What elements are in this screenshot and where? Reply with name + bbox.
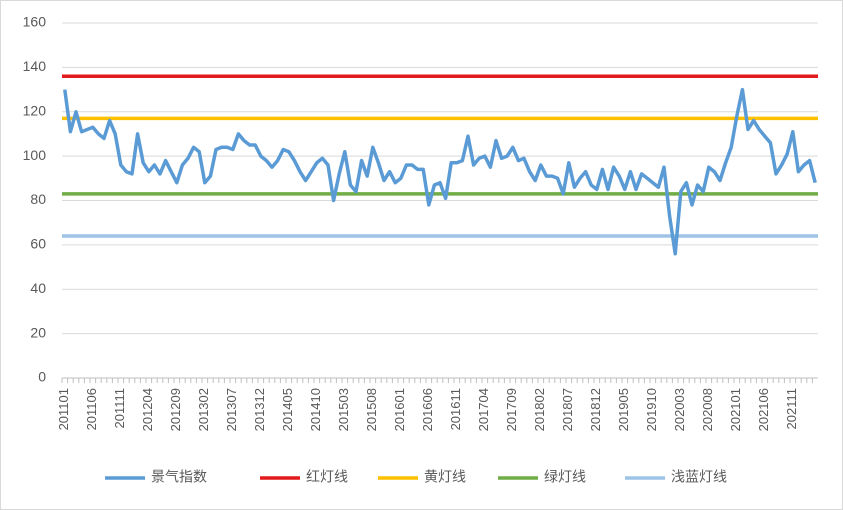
legend-label: 红灯线 (306, 469, 348, 485)
x-tick-label: 201704 (476, 388, 491, 431)
x-tick-label: 201611 (448, 388, 463, 430)
x-tick-label: 201204 (140, 388, 155, 431)
y-tick-label: 40 (30, 280, 46, 296)
x-tick-label: 201302 (196, 388, 211, 431)
x-tick-label: 202003 (672, 388, 687, 431)
legend-label: 浅蓝灯线 (671, 469, 727, 485)
data-line (63, 87, 817, 256)
x-tick-label: 202101 (728, 388, 743, 431)
y-tick-label: 80 (30, 191, 46, 207)
x-tick-label: 201503 (336, 388, 351, 431)
legend-label: 绿灯线 (544, 469, 586, 485)
x-tick-label: 202008 (700, 388, 715, 431)
legend-label: 景气指数 (151, 469, 207, 485)
x-tick-label: 201405 (280, 388, 295, 431)
x-tick-label: 201209 (168, 388, 183, 431)
x-tick-label: 201601 (392, 388, 407, 431)
x-tick-label: 202106 (756, 388, 771, 431)
y-tick-label: 140 (23, 58, 47, 74)
x-tick-label: 201101 (56, 388, 71, 430)
y-tick-label: 100 (23, 147, 47, 163)
x-tick-label: 201709 (504, 388, 519, 431)
x-tick-label: 201307 (224, 388, 239, 431)
y-tick-label: 20 (30, 324, 46, 340)
x-tick-label: 202111 (784, 388, 799, 429)
x-tick-label: 201905 (616, 388, 631, 431)
x-tick-label: 201807 (560, 388, 575, 431)
x-tick-label: 201606 (420, 388, 435, 431)
y-tick-label: 0 (38, 369, 46, 385)
y-tick-label: 60 (30, 236, 46, 252)
x-tick-label: 201812 (588, 388, 603, 431)
y-tick-label: 120 (23, 102, 47, 118)
x-tick-label: 201410 (308, 388, 323, 431)
x-tick-label: 201106 (84, 388, 99, 430)
x-tick-label: 201508 (364, 388, 379, 431)
x-tick-label: 201111 (112, 388, 127, 429)
y-tick-label: 160 (23, 14, 47, 30)
legend-label: 黄灯线 (424, 469, 466, 485)
x-tick-label: 201312 (252, 388, 267, 431)
x-tick-label: 201802 (532, 388, 547, 431)
x-tick-label: 201910 (644, 388, 659, 431)
